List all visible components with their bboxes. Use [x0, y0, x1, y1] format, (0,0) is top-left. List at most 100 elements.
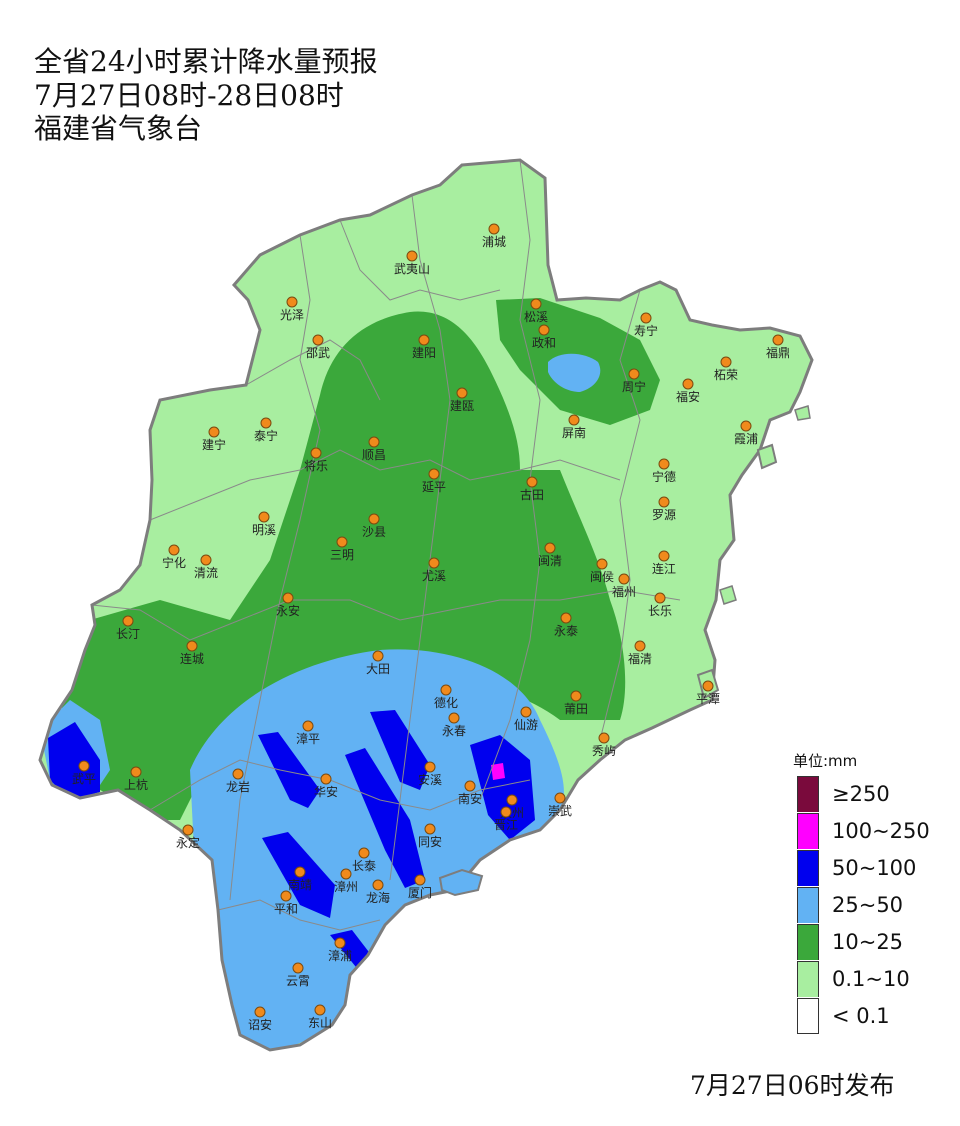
- city-dot-icon: [424, 823, 436, 835]
- city-marker: 沙县: [362, 513, 386, 539]
- city-marker: 龙海: [366, 879, 390, 905]
- city-label: 厦门: [408, 885, 432, 900]
- city-marker: 永泰: [554, 612, 578, 638]
- legend-swatch: [797, 887, 819, 923]
- city-dot-icon: [464, 780, 476, 792]
- city-label: 崇武: [548, 804, 572, 818]
- city-label: 南安: [458, 791, 482, 806]
- coastal-islands: [438, 405, 811, 897]
- city-marker: 闽清: [538, 542, 562, 568]
- city-marker: 武平: [72, 760, 96, 786]
- city-marker: 福鼎: [766, 334, 790, 360]
- city-label: 福鼎: [766, 345, 790, 360]
- city-label: 建宁: [202, 437, 226, 452]
- city-dot-icon: [596, 558, 608, 570]
- city-label: 闽清: [538, 554, 562, 568]
- city-label: 长乐: [648, 604, 672, 618]
- city-dot-icon: [530, 298, 542, 310]
- legend-unit: 单位:mm: [793, 752, 858, 770]
- city-label: 永泰: [554, 624, 578, 638]
- city-label: 明溪: [252, 523, 276, 537]
- city-dot-icon: [544, 542, 556, 554]
- city-marker: 古田: [520, 476, 544, 502]
- city-label: 光泽: [280, 308, 304, 322]
- city-dot-icon: [488, 223, 500, 235]
- city-marker: 周宁: [622, 368, 646, 394]
- city-marker: 长汀: [116, 615, 140, 641]
- legend-label: 100~250: [832, 819, 930, 843]
- city-dot-icon: [286, 296, 298, 308]
- city-marker: 龙岩: [226, 768, 250, 794]
- city-dot-icon: [182, 824, 194, 836]
- city-dot-icon: [302, 720, 314, 732]
- city-dot-icon: [254, 1006, 266, 1018]
- city-label: 华安: [314, 784, 338, 799]
- city-label: 将乐: [304, 459, 328, 473]
- city-dot-icon: [358, 847, 370, 859]
- region-rainstorm-zhangping: [258, 732, 320, 808]
- city-marker: 漳平: [296, 720, 320, 746]
- city-label: 清流: [194, 566, 218, 580]
- city-label: 柘荣: [714, 368, 738, 382]
- legend-swatch: [797, 924, 819, 960]
- city-marker: 邵武: [306, 334, 330, 360]
- city-label: 漳浦: [328, 948, 352, 963]
- city-dot-icon: [568, 414, 580, 426]
- city-dot-icon: [130, 766, 142, 778]
- city-marker: 长乐: [648, 592, 672, 618]
- city-label: 三明: [330, 548, 354, 562]
- city-marker: 霞浦: [734, 420, 758, 446]
- legend-swatch: [797, 998, 819, 1034]
- city-marker: 将乐: [304, 447, 328, 473]
- city-label: 福安: [676, 389, 700, 404]
- city-marker: 罗源: [652, 496, 676, 522]
- city-label: 尤溪: [422, 569, 446, 583]
- region-downpour-quanzhou: [491, 763, 505, 780]
- city-marker: 光泽: [280, 296, 304, 322]
- city-marker: 建宁: [202, 426, 226, 452]
- city-marker: 顺昌: [362, 436, 386, 462]
- city-label: 武夷山: [394, 261, 430, 276]
- city-dot-icon: [428, 468, 440, 480]
- city-label: 连江: [652, 561, 676, 576]
- city-dot-icon: [440, 684, 452, 696]
- city-dot-icon: [372, 879, 384, 891]
- city-label: 宁化: [162, 555, 186, 570]
- city-marker: 长泰: [352, 847, 376, 873]
- city-dot-icon: [232, 768, 244, 780]
- city-dot-icon: [208, 426, 220, 438]
- city-marker: 福清: [628, 640, 652, 666]
- city-label: 武平: [72, 772, 96, 786]
- city-label: 上杭: [124, 777, 148, 792]
- city-dot-icon: [428, 557, 440, 569]
- city-dot-icon: [640, 312, 652, 324]
- city-marker: 建阳: [412, 334, 436, 360]
- city-label: 安溪: [418, 772, 442, 787]
- legend-label: < 0.1: [832, 1004, 890, 1028]
- city-label: 南靖: [288, 877, 312, 892]
- legend-label: ≥250: [832, 782, 890, 806]
- legend-label: 50~100: [832, 856, 917, 880]
- city-label: 屏南: [562, 425, 586, 440]
- city-dot-icon: [702, 680, 714, 692]
- city-marker: 南安: [458, 780, 482, 806]
- city-marker: 云霄: [286, 962, 310, 988]
- city-dot-icon: [570, 690, 582, 702]
- city-marker: 福州: [612, 573, 636, 599]
- city-dot-icon: [500, 806, 512, 818]
- city-marker: 秀屿: [592, 732, 616, 758]
- city-dot-icon: [282, 592, 294, 604]
- city-label: 莆田: [564, 702, 588, 716]
- city-dot-icon: [634, 640, 646, 652]
- city-dot-icon: [520, 706, 532, 718]
- city-marker: 三明: [330, 536, 354, 562]
- city-label: 建瓯: [450, 399, 474, 413]
- city-marker: 漳州: [334, 868, 358, 894]
- city-label: 云霄: [286, 974, 310, 988]
- city-dot-icon: [122, 615, 134, 627]
- city-marker: 建瓯: [450, 387, 474, 413]
- city-dot-icon: [280, 890, 292, 902]
- city-dot-icon: [538, 324, 550, 336]
